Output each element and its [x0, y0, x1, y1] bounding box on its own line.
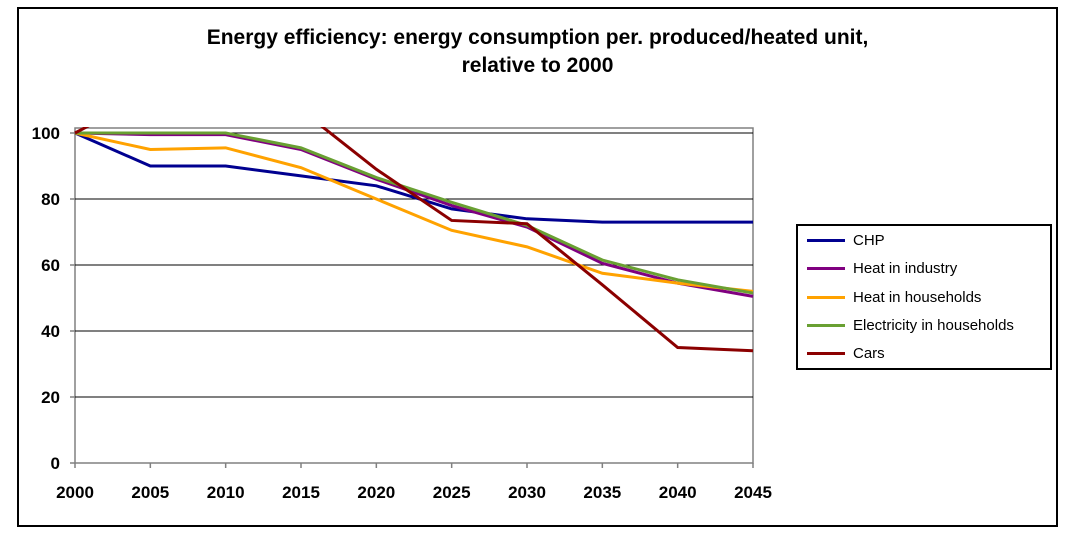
- x-tick-label: 2010: [207, 483, 245, 502]
- y-tick-label: 20: [41, 388, 60, 407]
- legend-label: Heat in households: [853, 288, 982, 306]
- y-tick-label: 80: [41, 190, 60, 209]
- legend-item-heat-in-households: Heat in households: [798, 283, 1050, 311]
- legend-item-cars: Cars: [798, 340, 1050, 368]
- series-line-heat-in-industry: [74, 131, 754, 298]
- legend-line-swatch: [807, 238, 845, 242]
- legend-line-swatch: [807, 323, 845, 327]
- legend-label: Electricity in households: [853, 316, 1014, 334]
- y-tick-label: 40: [41, 322, 60, 341]
- legend-item-chp: CHP: [798, 226, 1050, 254]
- x-tick-label: 2040: [659, 483, 697, 502]
- plot-border: [74, 127, 754, 464]
- series-line-cars: [74, 127, 754, 353]
- legend-item-heat-in-industry: Heat in industry: [798, 254, 1050, 282]
- x-tick-label: 2025: [433, 483, 471, 502]
- x-tick-label: 2005: [131, 483, 169, 502]
- x-tick-label: 2000: [56, 483, 94, 502]
- legend-label: CHP: [853, 231, 885, 249]
- legend-line-swatch: [807, 295, 845, 299]
- series-line-chp: [74, 131, 753, 224]
- x-tick-label: 2015: [282, 483, 320, 502]
- series-line-heat-in-households: [74, 131, 754, 293]
- x-tick-label: 2030: [508, 483, 546, 502]
- x-tick-label: 2045: [734, 483, 772, 502]
- chart-title-line1: Energy efficiency: energy consumption pe…: [206, 26, 869, 49]
- x-tick-label: 2020: [357, 483, 395, 502]
- chart-title-line2: relative to 2000: [461, 54, 614, 77]
- legend-label: Cars: [853, 345, 885, 363]
- y-tick-label: 0: [51, 454, 60, 473]
- legend-line-swatch: [807, 267, 845, 271]
- y-tick-label: 100: [32, 124, 60, 143]
- legend-label: Heat in industry: [853, 260, 958, 278]
- chart-title: Energy efficiency: energy consumption pe…: [17, 24, 1058, 80]
- legend: CHP Heat in industry Heat in households Ele…: [796, 224, 1052, 370]
- legend-line-swatch: [807, 352, 845, 356]
- legend-item-electricity-in-households: Electricity in households: [798, 311, 1050, 339]
- y-tick-label: 60: [41, 256, 60, 275]
- x-tick-label: 2035: [583, 483, 621, 502]
- series-line-electricity-in-households: [75, 131, 754, 295]
